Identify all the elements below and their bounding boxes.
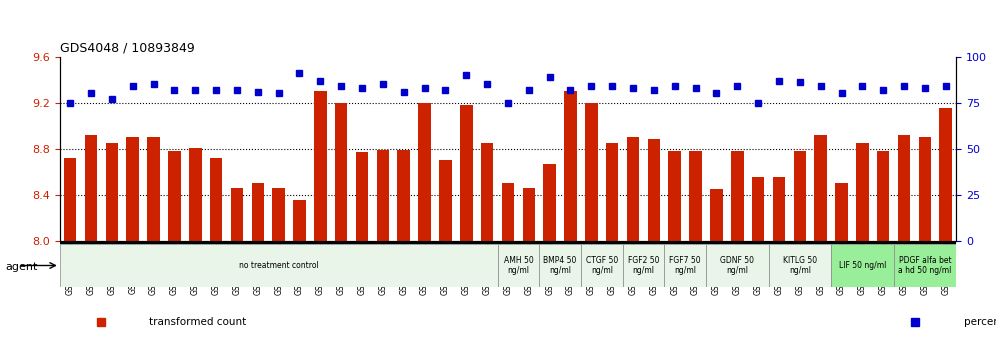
Text: KITLG 50
ng/ml: KITLG 50 ng/ml: [783, 256, 817, 275]
Bar: [626, 137, 639, 241]
Bar: [794, 151, 806, 241]
FancyBboxPatch shape: [893, 244, 956, 287]
Bar: [272, 188, 285, 241]
Bar: [585, 103, 598, 241]
Text: FGF7 50
ng/ml: FGF7 50 ng/ml: [669, 256, 701, 275]
Bar: [397, 150, 410, 241]
Text: PDGF alfa bet
a hd 50 ng/ml: PDGF alfa bet a hd 50 ng/ml: [898, 256, 951, 275]
Text: CTGF 50
ng/ml: CTGF 50 ng/ml: [586, 256, 618, 275]
Bar: [85, 135, 98, 241]
Bar: [335, 103, 348, 241]
FancyBboxPatch shape: [498, 244, 539, 287]
Bar: [439, 160, 451, 241]
Bar: [189, 148, 201, 241]
FancyBboxPatch shape: [581, 244, 622, 287]
FancyBboxPatch shape: [769, 244, 831, 287]
Bar: [668, 151, 681, 241]
Bar: [836, 183, 848, 241]
Text: transformed count: transformed count: [149, 317, 247, 327]
Bar: [252, 183, 264, 241]
Bar: [126, 137, 139, 241]
Bar: [647, 139, 660, 241]
Bar: [710, 189, 723, 241]
Bar: [689, 151, 702, 241]
Text: GDS4048 / 10893849: GDS4048 / 10893849: [60, 41, 194, 54]
FancyBboxPatch shape: [706, 244, 769, 287]
Bar: [147, 137, 159, 241]
Text: no treatment control: no treatment control: [239, 261, 319, 270]
Bar: [565, 91, 577, 241]
Text: percentile rank within the sample: percentile rank within the sample: [964, 317, 996, 327]
Bar: [918, 137, 931, 241]
FancyBboxPatch shape: [831, 244, 893, 287]
Bar: [106, 143, 119, 241]
Bar: [544, 164, 556, 241]
Bar: [897, 135, 910, 241]
Text: BMP4 50
ng/ml: BMP4 50 ng/ml: [544, 256, 577, 275]
Bar: [231, 188, 243, 241]
Bar: [731, 151, 744, 241]
Bar: [293, 200, 306, 241]
FancyBboxPatch shape: [539, 244, 581, 287]
Bar: [606, 143, 619, 241]
Text: FGF2 50
ng/ml: FGF2 50 ng/ml: [627, 256, 659, 275]
Bar: [773, 177, 785, 241]
Bar: [460, 105, 472, 241]
Text: LIF 50 ng/ml: LIF 50 ng/ml: [839, 261, 886, 270]
FancyBboxPatch shape: [664, 244, 706, 287]
Bar: [64, 158, 77, 241]
Bar: [418, 103, 431, 241]
Bar: [356, 152, 369, 241]
Bar: [815, 135, 827, 241]
Bar: [210, 158, 222, 241]
Bar: [876, 151, 889, 241]
Bar: [481, 143, 493, 241]
Bar: [752, 177, 764, 241]
Text: AMH 50
ng/ml: AMH 50 ng/ml: [504, 256, 533, 275]
Bar: [376, 150, 389, 241]
Bar: [523, 188, 535, 241]
Bar: [168, 151, 180, 241]
Text: agent: agent: [5, 262, 38, 272]
FancyBboxPatch shape: [622, 244, 664, 287]
Bar: [314, 91, 327, 241]
FancyBboxPatch shape: [60, 244, 498, 287]
Bar: [857, 143, 869, 241]
Bar: [939, 108, 952, 241]
Text: GDNF 50
ng/ml: GDNF 50 ng/ml: [720, 256, 754, 275]
Bar: [502, 183, 514, 241]
